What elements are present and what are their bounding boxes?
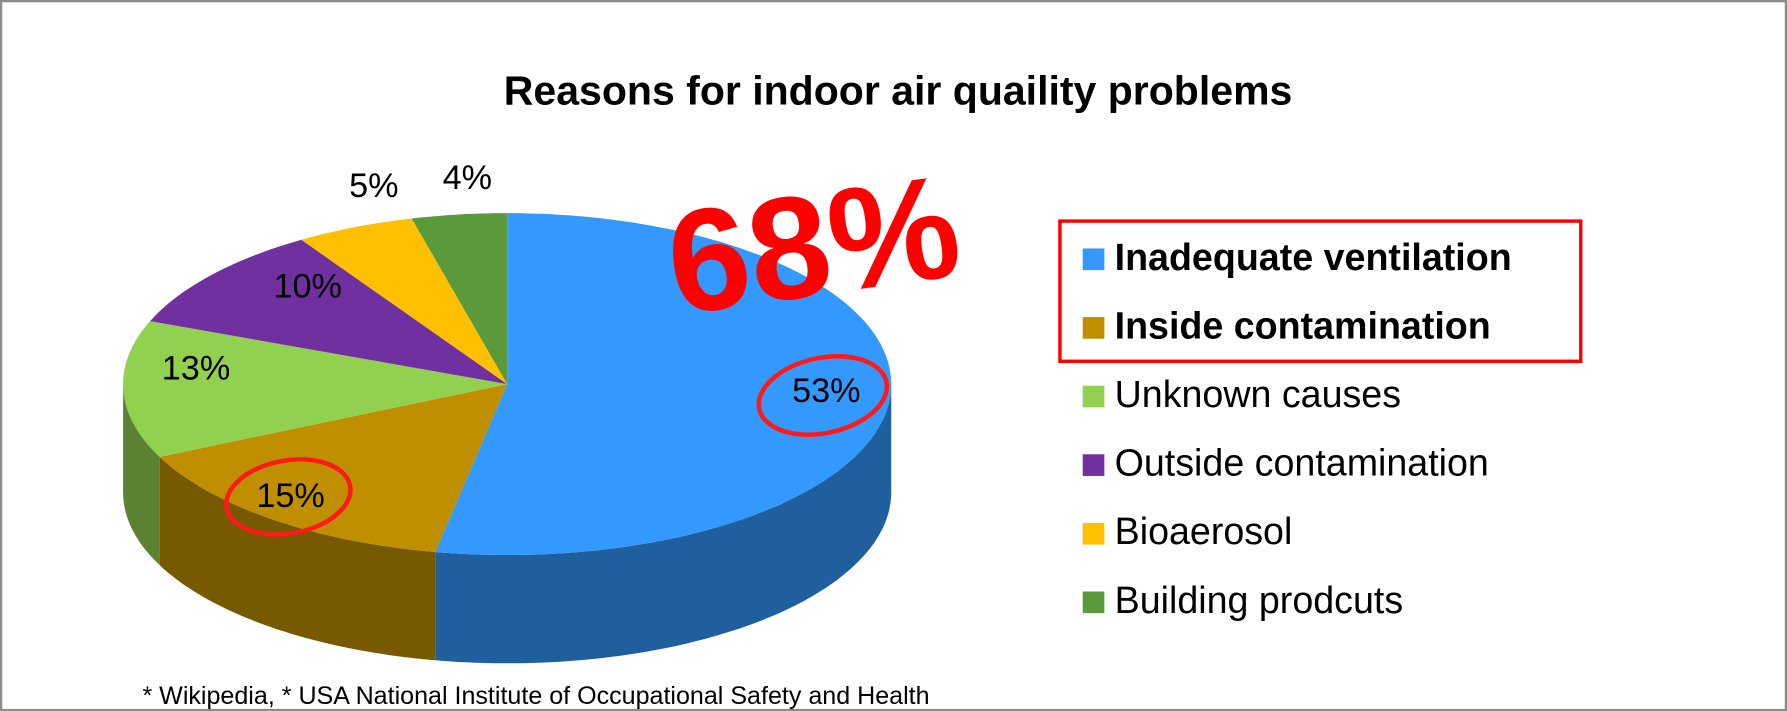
value-label: 10% (274, 267, 342, 305)
highlight-circle (224, 457, 353, 537)
legend-swatch (1082, 248, 1105, 271)
legend-label: Unknown causes (1115, 373, 1401, 415)
value-label: 13% (162, 349, 230, 387)
pie-slice (123, 321, 508, 457)
chart-title: Reasons for indoor air quaility problems (504, 67, 1293, 113)
pie-slice (301, 218, 508, 385)
value-labels: 53% 15% 13% 10% 5% 4% (162, 159, 861, 515)
legend-label: Bioaerosol (1115, 510, 1293, 552)
source-note: * Wikipedia, * USA National Institute of… (142, 682, 929, 710)
legend-swatch (1082, 454, 1105, 476)
legend-swatch (1082, 522, 1105, 545)
highlight-circle (756, 354, 890, 437)
pie-slice (411, 213, 508, 385)
legend-label: Building prodcuts (1115, 579, 1404, 621)
legend-label: Inadequate ventilation (1115, 236, 1512, 278)
legend-swatch (1082, 385, 1105, 408)
value-label: 5% (349, 167, 398, 205)
value-label: 15% (256, 477, 324, 515)
legend: Inadequate ventilation Inside contaminati… (1058, 219, 1583, 621)
legend-label: Inside contamination (1115, 304, 1491, 346)
legend-highlight-box (1058, 219, 1583, 363)
legend-swatch (1082, 317, 1105, 339)
pie-slice (150, 239, 508, 385)
pie-slice (435, 213, 892, 556)
legend-swatch (1082, 591, 1105, 614)
pie-side (123, 384, 160, 566)
legend-label: Outside contamination (1115, 442, 1489, 484)
value-label: 4% (443, 159, 492, 197)
annotation: 68% (657, 144, 969, 346)
value-label: 53% (792, 372, 860, 410)
pie-side (435, 384, 892, 664)
